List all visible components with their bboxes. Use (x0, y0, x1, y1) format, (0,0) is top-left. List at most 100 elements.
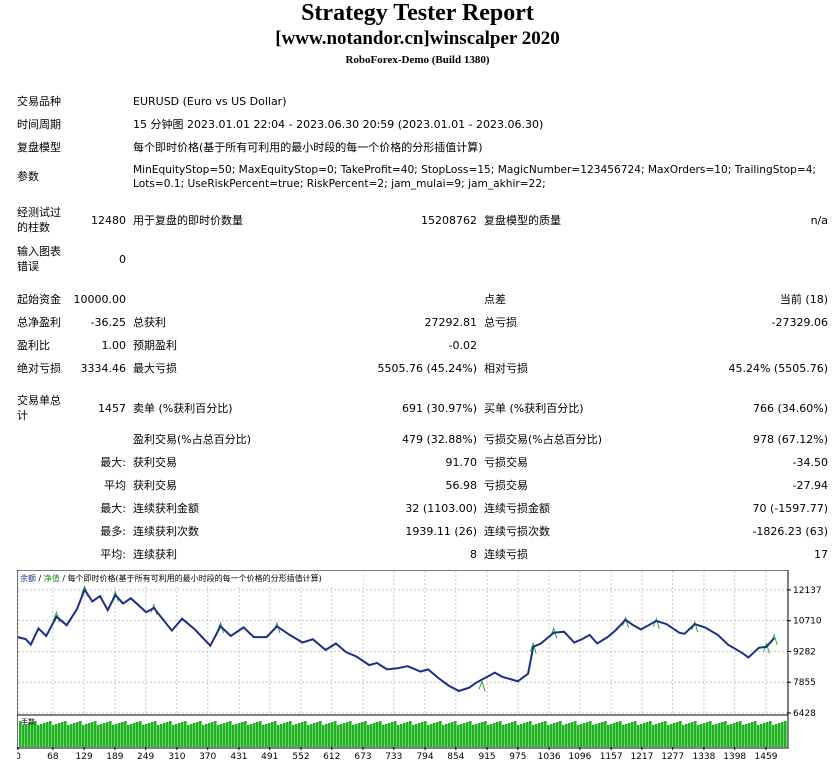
lots-bar (493, 723, 496, 747)
lots-bar (160, 724, 163, 747)
lots-bar (232, 725, 235, 747)
x-tick-label: 1338 (692, 752, 715, 762)
relative-drawdown-label: 相对亏损 (484, 362, 528, 375)
x-tick-label: 612 (323, 752, 340, 762)
x-tick-label: 794 (416, 752, 433, 762)
largest-loss-label: 亏损交易 (484, 456, 528, 469)
lots-bar (496, 722, 499, 747)
lots-bar (391, 722, 394, 747)
gross-loss-label: 总亏损 (484, 316, 517, 329)
lots-bar (418, 723, 421, 747)
equity-line (53, 584, 778, 692)
lots-bar (598, 723, 601, 747)
lots-bar (283, 723, 286, 747)
report-subtitle: [www.notandor.cn]winscalper 2020 (275, 28, 560, 49)
lots-bar (322, 725, 325, 747)
lots-bar (85, 724, 88, 747)
lots-bar (508, 723, 511, 747)
lots-bar (58, 723, 61, 747)
lots-bar (445, 724, 448, 747)
lots-bar (376, 722, 379, 747)
max-consecutive-losses-value: 70 (-1597.77) (752, 502, 828, 515)
profit-trades-label: 盈利交易(%占总百分比) (133, 433, 252, 446)
lots-bar (271, 722, 274, 747)
maximal-consecutive-loss-value: -1826.23 (63) (752, 525, 828, 538)
lots-bar (454, 721, 457, 747)
lots-bar (139, 721, 142, 747)
lots-bar (538, 723, 541, 747)
spread-value: 当前 (18) (779, 293, 828, 306)
lots-bar (22, 725, 25, 747)
lots-bar (157, 725, 160, 747)
lots-bar (274, 721, 277, 747)
lots-bar (466, 722, 469, 747)
lots-bar (499, 721, 502, 747)
lots-bar (343, 723, 346, 747)
lots-bar (718, 723, 721, 747)
lots-bar (265, 724, 268, 747)
ticks-value: 15208762 (421, 214, 477, 227)
symbol-value: EURUSD (Euro vs US Dollar) (133, 95, 287, 108)
lots-bar (100, 724, 103, 747)
lots-bar (457, 725, 460, 747)
lots-bar (634, 721, 637, 747)
long-positions-value: 766 (34.60%) (752, 402, 828, 415)
lots-bar (436, 722, 439, 747)
lots-bar (409, 721, 412, 747)
lots-bar (430, 724, 433, 747)
lots-bar (727, 725, 730, 747)
server-build: RoboForex-Demo (Build 1380) (345, 54, 490, 66)
lots-bar (193, 723, 196, 747)
lots-bar (238, 723, 241, 747)
lots-bar (553, 723, 556, 747)
lots-bar (97, 725, 100, 747)
lots-bar (31, 722, 34, 747)
lots-bar (55, 724, 58, 747)
lots-bar (403, 723, 406, 747)
lots-bar (439, 721, 442, 747)
balance-line (17, 587, 775, 693)
lots-bar (769, 721, 772, 747)
y-tick-label: 7855 (793, 678, 816, 688)
y-axis-ticks: 12137 10710 9282 7855 6428 (787, 586, 822, 719)
lots-bar (298, 723, 301, 747)
lots-bar (37, 725, 40, 747)
lots-bar (661, 722, 664, 747)
lots-bar (460, 724, 463, 747)
x-tick-label: 1096 (568, 752, 591, 762)
lots-bar (124, 721, 127, 747)
lots-bar (313, 723, 316, 747)
lots-bar (616, 722, 619, 747)
total-trades-value: 1457 (98, 402, 126, 415)
lots-bar (604, 721, 607, 747)
lots-bar (739, 721, 742, 747)
lots-bar (448, 723, 451, 747)
absolute-drawdown-label: 绝对亏损 (17, 362, 61, 375)
lots-bar (751, 722, 754, 747)
lots-bar (709, 721, 712, 747)
lots-bar (286, 722, 289, 747)
max-consecutive-wins-label: 连续获利金额 (133, 502, 199, 515)
lots-bar (337, 725, 340, 747)
lots-bar (703, 723, 706, 747)
lots-bar (91, 722, 94, 747)
lots-bar (241, 722, 244, 747)
errors-value: 0 (119, 253, 126, 266)
lots-bar (340, 724, 343, 747)
lots-bar (442, 725, 445, 747)
loss-trades-value: 978 (67.12%) (752, 433, 828, 446)
x-tick-label: 189 (106, 752, 123, 762)
lots-bar (541, 722, 544, 747)
lots-bar (700, 724, 703, 747)
lots-bar (631, 722, 634, 747)
maximal-consecutive-profit-label: 连续获利次数 (133, 525, 199, 538)
lots-bar (67, 725, 70, 747)
lots-bar (502, 725, 505, 747)
lots-bar (115, 724, 118, 747)
lots-bar (697, 725, 700, 747)
lots-bar (370, 724, 373, 747)
lots-bar (328, 723, 331, 747)
lots-bar (619, 721, 622, 747)
lots-bar (25, 724, 28, 747)
deposit-label: 起始资金 (17, 293, 61, 306)
